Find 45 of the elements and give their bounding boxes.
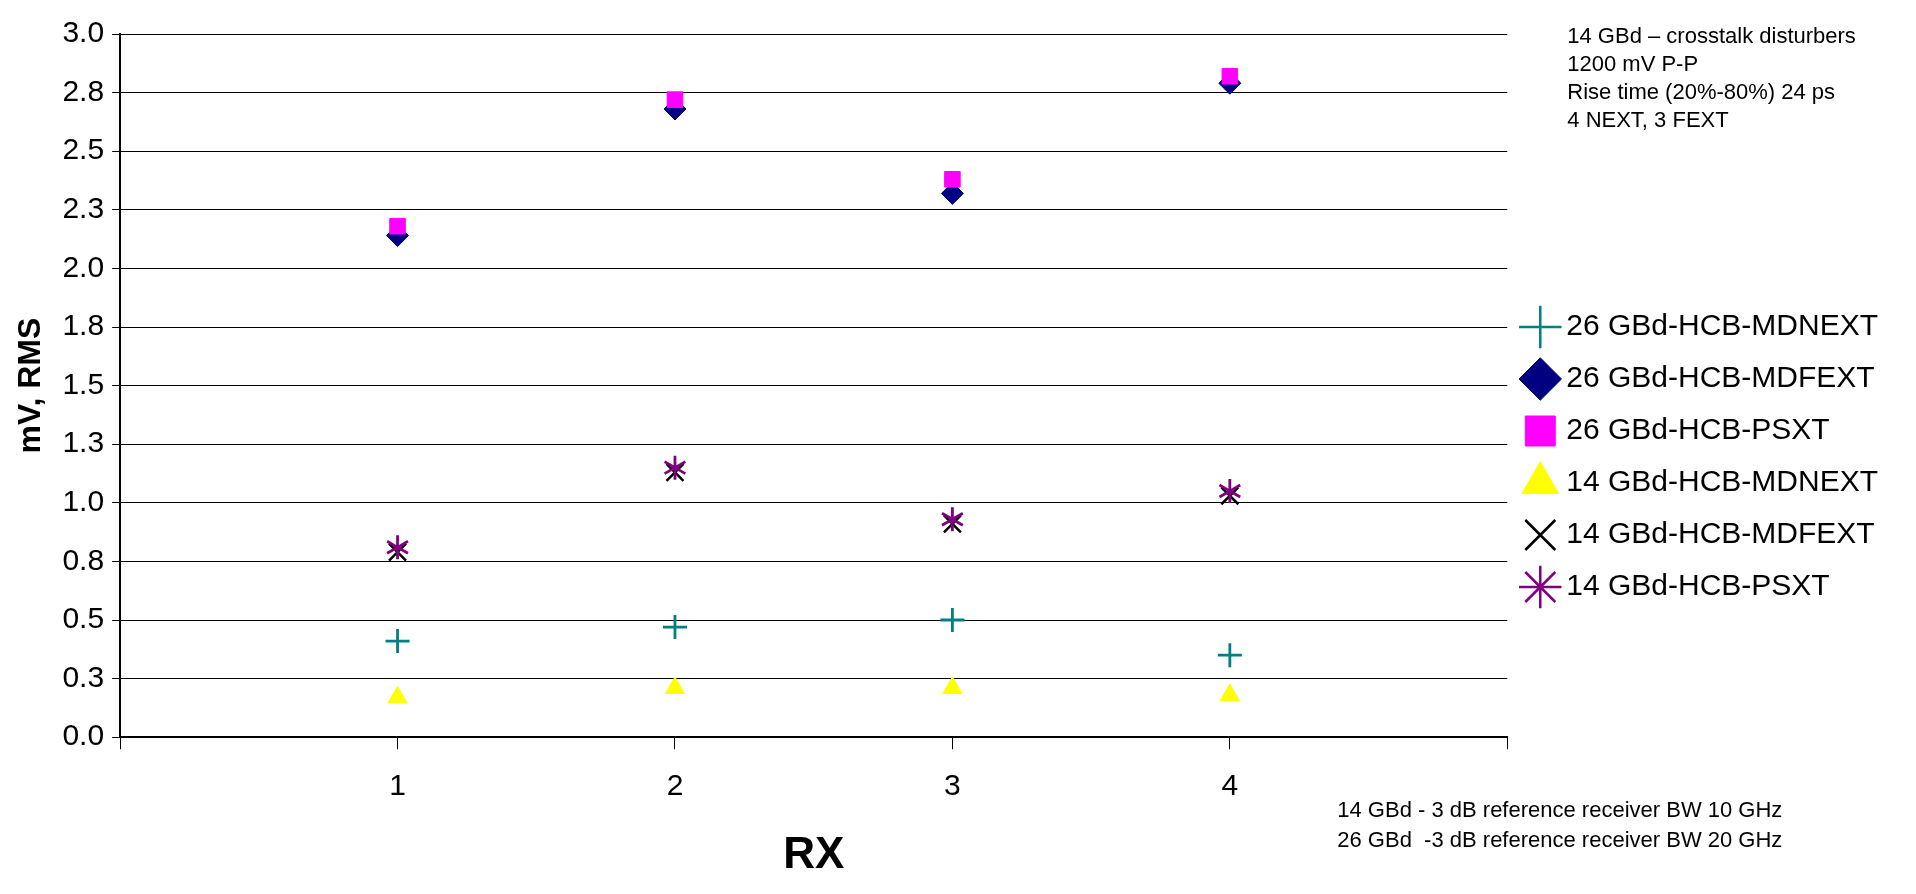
point (944, 171, 961, 188)
x-tick-label: 1 (389, 768, 406, 802)
x-tick-label: 3 (944, 768, 961, 802)
point (665, 462, 685, 483)
y-tick-label: 0.3 (62, 659, 105, 693)
y-tick-label: 2.3 (62, 191, 105, 225)
point (1220, 486, 1240, 506)
point (1221, 67, 1239, 85)
text: 26 GBd -3 dB reference receiver BW 20 GHz (1337, 827, 1783, 853)
y-axis-title: mV, RMS (11, 317, 48, 454)
legend-label: 26 GBd-HCB-MDFEXT (1566, 360, 1875, 394)
text: 14 GBd – crosstalk disturbers (1567, 23, 1856, 49)
text: 1200 mV P-P (1567, 51, 1699, 77)
y-tick-label: 1.5 (62, 366, 105, 400)
point (940, 608, 965, 632)
y-tick-label: 1.8 (62, 308, 105, 342)
legend-label: 14 GBd-HCB-PSXT (1566, 568, 1830, 602)
legend-label: 14 GBd-HCB-MDFEXT (1566, 516, 1875, 550)
legend-label: 14 GBd-HCB-MDNEXT (1566, 464, 1878, 498)
y-tick-label: 2.0 (62, 249, 105, 283)
point (387, 542, 408, 562)
point (389, 217, 406, 235)
y-tick-label: 0.5 (62, 601, 105, 635)
y-tick-label: 0.0 (62, 718, 105, 752)
x-tick-label: 4 (1221, 768, 1239, 802)
y-tick-label: 2.8 (62, 73, 105, 107)
x-axis-title: RX (783, 827, 845, 877)
text: Rise time (20%-80%) 24 ps (1567, 79, 1836, 105)
text: 14 GBd - 3 dB reference receiver BW 10 GHz (1337, 797, 1783, 823)
legend-label: 26 GBd-HCB-PSXT (1566, 412, 1830, 446)
point (386, 535, 409, 560)
y-tick-label: 0.8 (62, 542, 105, 576)
x-tick-label: 2 (666, 768, 684, 802)
point (666, 91, 684, 108)
point (941, 507, 964, 532)
point (663, 455, 687, 480)
legend-label: 26 GBd-HCB-MDNEXT (1566, 308, 1878, 342)
text: 4 NEXT, 3 FEXT (1567, 107, 1729, 133)
y-tick-label: 1.3 (62, 425, 105, 459)
y-tick-label: 1.0 (62, 484, 105, 518)
y-tick-label: 3.0 (62, 15, 105, 49)
point (1218, 479, 1241, 504)
point (385, 629, 410, 654)
y-tick-label: 2.5 (62, 132, 105, 166)
point (1217, 643, 1242, 668)
